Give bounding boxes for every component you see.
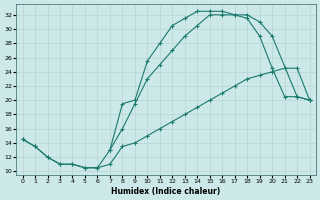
X-axis label: Humidex (Indice chaleur): Humidex (Indice chaleur) [111, 187, 221, 196]
